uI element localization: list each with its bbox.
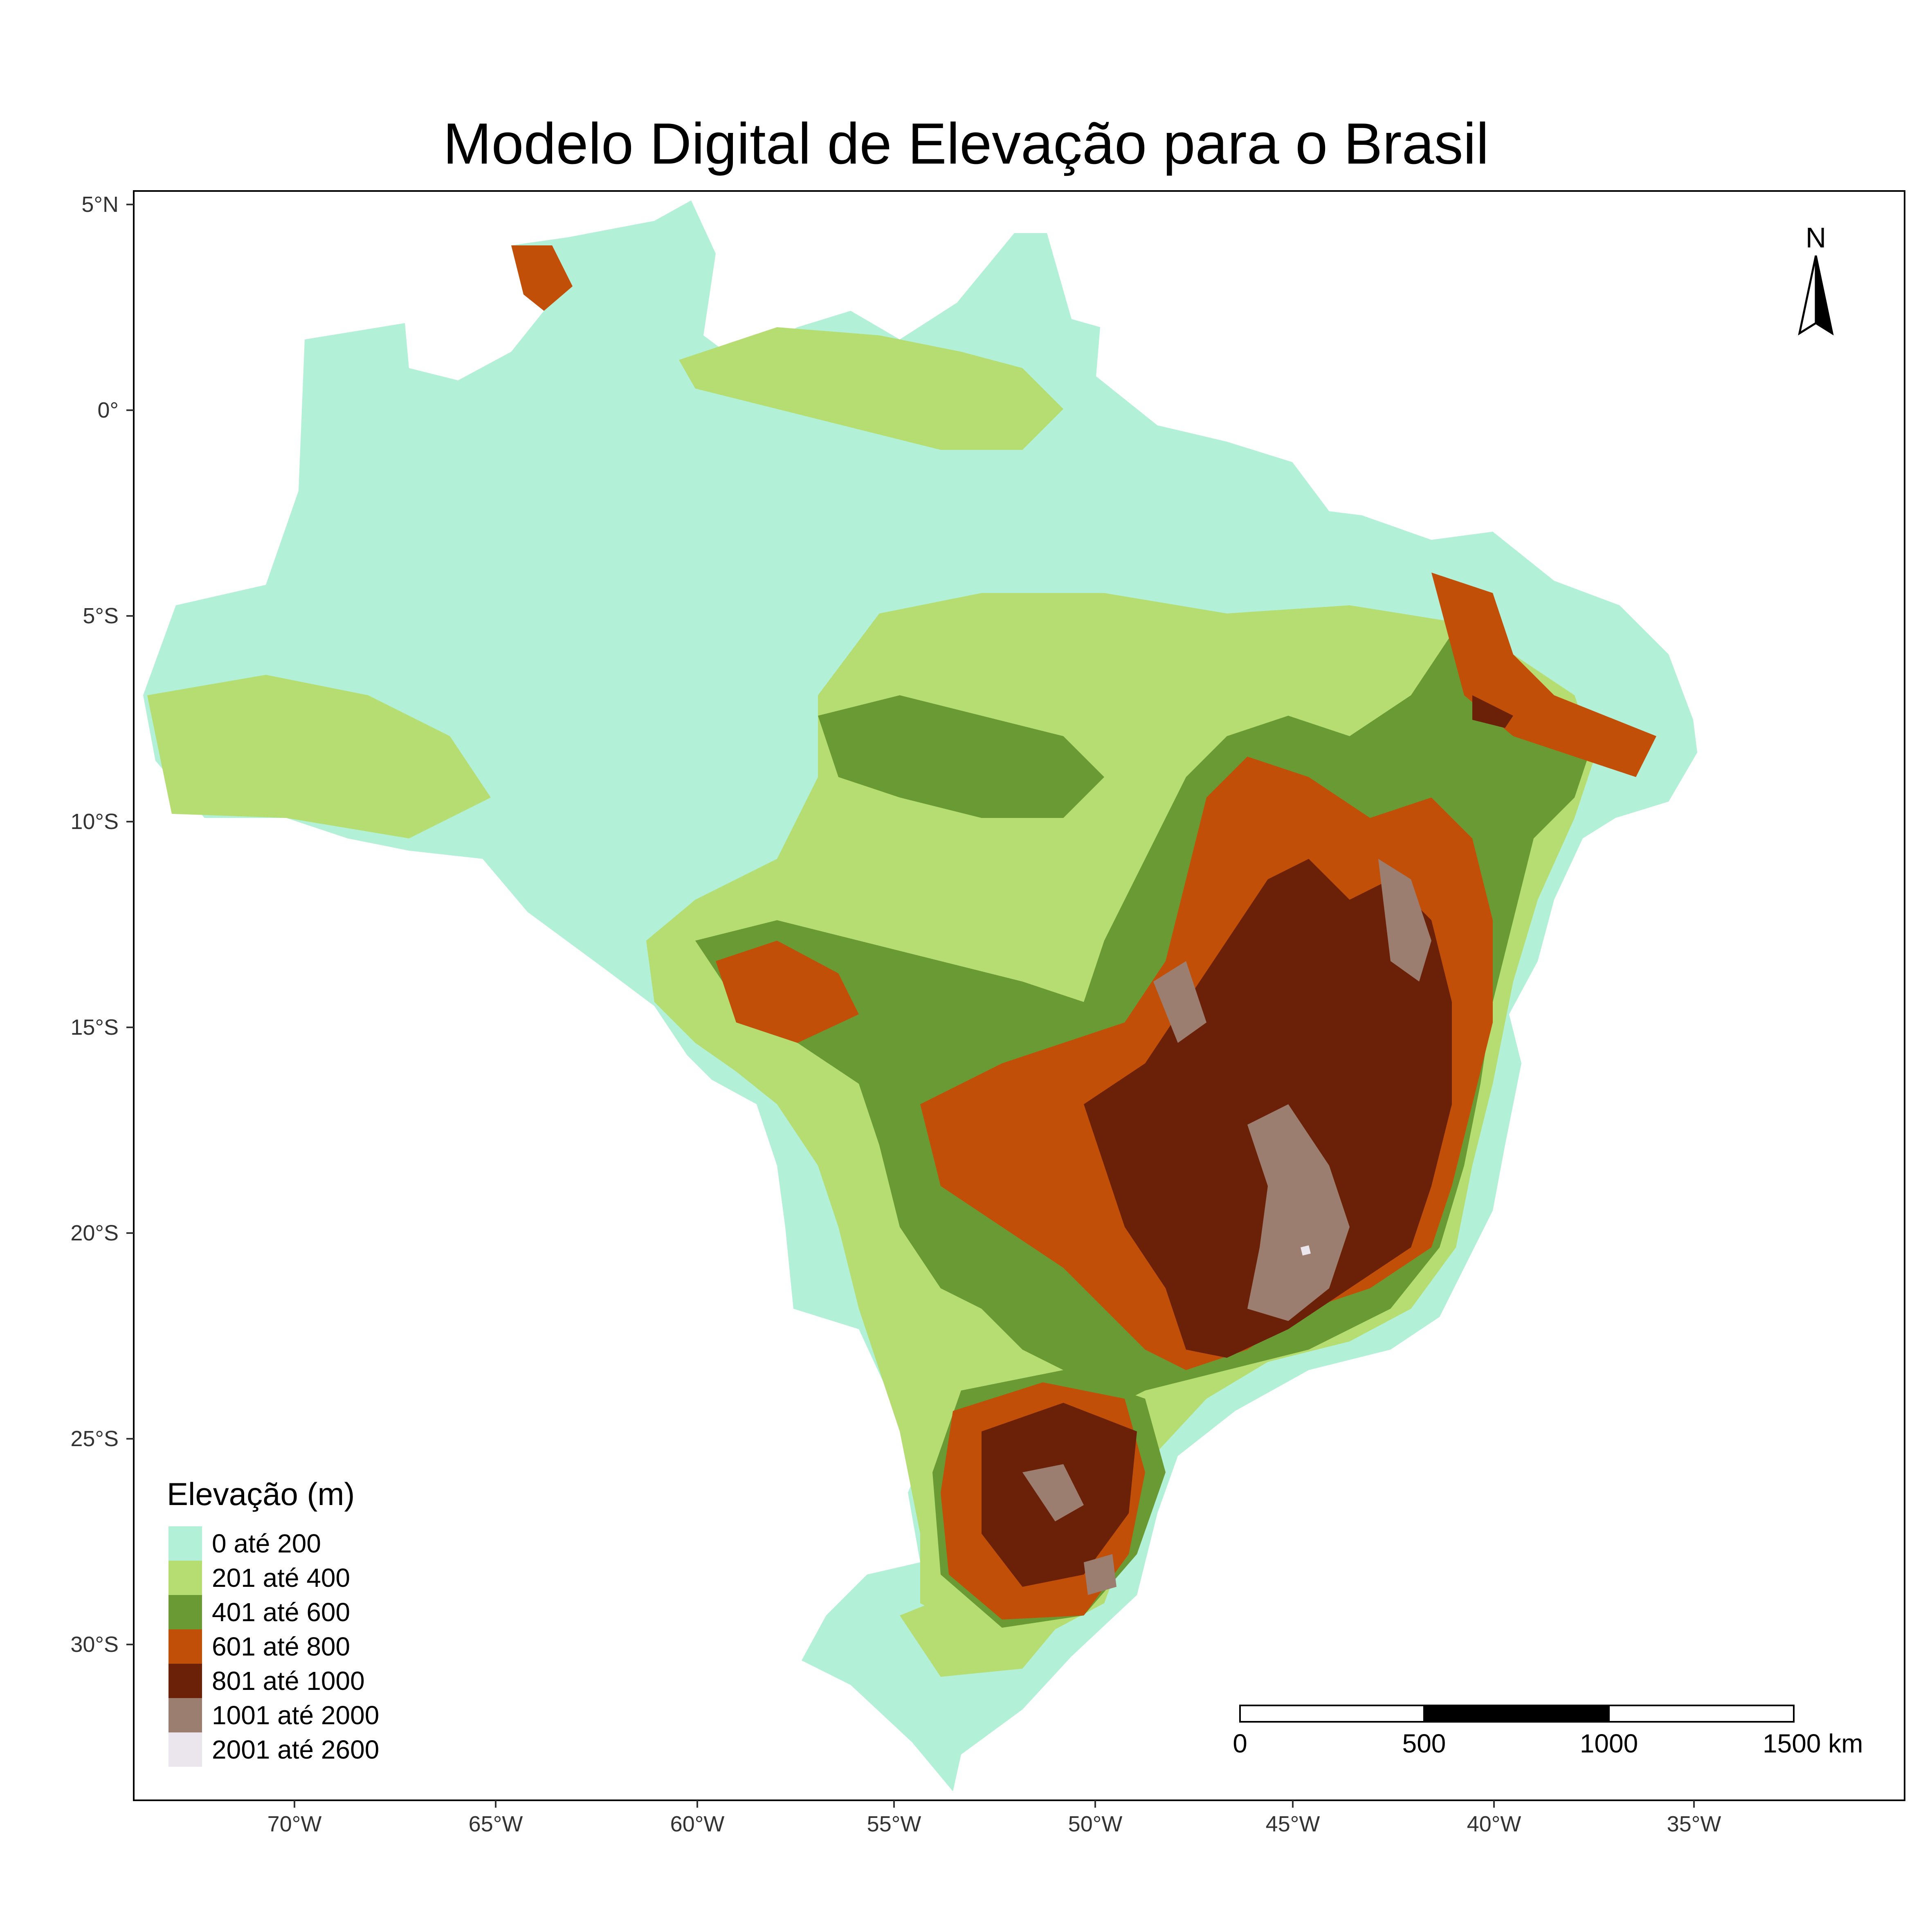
y-tick-label: 30°S (70, 1632, 119, 1657)
scale-segment (1423, 1705, 1610, 1723)
north-label: N (1806, 222, 1826, 254)
x-tick-label: 40°W (1467, 1812, 1521, 1836)
brazil-elevation-map (143, 200, 1697, 1791)
y-tick-label: 5°S (83, 604, 119, 628)
legend-label: 401 até 600 (212, 1597, 350, 1627)
region-elev-1001-2000 (1022, 859, 1431, 1595)
x-tick-label: 60°W (670, 1812, 725, 1836)
y-tick-label: 0° (97, 398, 119, 422)
legend-swatch (168, 1561, 202, 1595)
y-tick-label: 10°S (70, 809, 119, 834)
scale-label: 0 (1233, 1729, 1247, 1758)
legend: Elevação (m) 0 até 200 201 até 400 401 a… (167, 1476, 379, 1767)
legend-label: 201 até 400 (212, 1563, 350, 1593)
region-elev-601-800 (511, 245, 1656, 1620)
x-tick-label: 70°W (267, 1812, 322, 1836)
scale-label: 500 (1402, 1729, 1446, 1758)
legend-label: 0 até 200 (212, 1529, 321, 1558)
legend-label: 2001 até 2600 (212, 1735, 379, 1764)
legend-swatch (168, 1595, 202, 1629)
scale-segment (1608, 1705, 1795, 1723)
x-axis: 70°W 65°W 60°W 55°W 50°W 45°W 40°W 35°W (267, 1800, 1721, 1836)
scale-bar: 0 500 1000 1500 km (1233, 1705, 1863, 1758)
scale-segment (1239, 1705, 1425, 1723)
y-axis: 5°N 0° 5°S 10°S 15°S 20°S 25°S 30°S (70, 192, 134, 1657)
legend-swatch (168, 1629, 202, 1664)
y-tick-label: 15°S (70, 1015, 119, 1040)
north-arrow-icon: N (1798, 222, 1834, 336)
y-tick-label: 20°S (70, 1221, 119, 1245)
x-tick-label: 50°W (1068, 1812, 1123, 1836)
region-elev-801-1000 (982, 695, 1513, 1587)
x-tick-label: 55°W (867, 1812, 921, 1836)
legend-label: 601 até 800 (212, 1632, 350, 1661)
legend-label: 801 até 1000 (212, 1666, 365, 1696)
region-elev-2001-2600 (1301, 1245, 1311, 1256)
y-tick-label: 25°S (70, 1427, 119, 1451)
legend-swatch (168, 1664, 202, 1698)
legend-swatch (168, 1732, 202, 1767)
x-tick-label: 35°W (1667, 1812, 1721, 1836)
x-tick-label: 45°W (1266, 1812, 1320, 1836)
x-tick-label: 65°W (469, 1812, 523, 1836)
legend-label: 1001 até 2000 (212, 1701, 379, 1730)
scale-label: 1500 km (1763, 1729, 1863, 1758)
map-title: Modelo Digital de Elevação para o Brasil (443, 111, 1489, 176)
legend-swatch (168, 1526, 202, 1561)
legend-swatch (168, 1698, 202, 1732)
scale-label: 1000 (1580, 1729, 1638, 1758)
y-tick-label: 5°N (81, 192, 119, 217)
legend-title: Elevação (m) (167, 1476, 355, 1512)
